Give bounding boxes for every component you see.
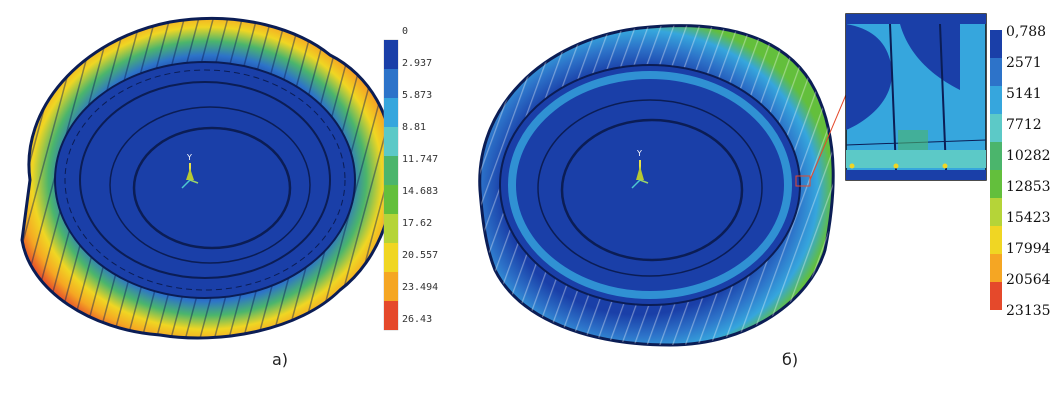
- legend-a-swatch: [384, 301, 398, 330]
- legend-b-label: 17994: [1006, 241, 1051, 257]
- caption-a: a): [272, 350, 289, 369]
- legend-b-swatch: [990, 58, 1002, 86]
- legend-a-label: 26.43: [402, 314, 432, 325]
- legend-b-swatch: [990, 254, 1002, 282]
- legend-a-swatch: [384, 243, 398, 272]
- legend-a-label: 2.937: [402, 58, 432, 69]
- inner-disc: [54, 61, 356, 299]
- legend-a-label: 14.683: [402, 186, 438, 197]
- legend-b-label: 5141: [1006, 86, 1042, 102]
- legend-b-swatch: [990, 170, 1002, 198]
- legend-b-swatch: [990, 226, 1002, 254]
- caption-b: б): [782, 350, 799, 369]
- legend-b-swatch: [990, 86, 1002, 114]
- legend-a-swatch: [384, 69, 398, 98]
- legend-a-label: 23.494: [402, 282, 438, 293]
- legend-a-swatch: [384, 98, 398, 127]
- legend-a-swatch: [384, 214, 398, 243]
- figure-a: Y 0 2.937 5.873 8.81 11.747 14.683 17.62…: [0, 0, 520, 397]
- inner-disc: [499, 64, 801, 306]
- legend-a-swatch: [384, 185, 398, 214]
- figure-b: Y: [440, 0, 1061, 397]
- figure-b-plot: Y: [478, 13, 1051, 347]
- legend-a-label: 11.747: [402, 154, 438, 165]
- legend-a-label: 8.81: [402, 122, 426, 133]
- legend-b-swatch: [990, 142, 1002, 170]
- legend-a-label: 5.873: [402, 90, 432, 101]
- legend-b-label: 2571: [1006, 55, 1042, 71]
- legend-b: 0,788 2571 5141 7712 10282 12853 15423 1…: [990, 24, 1051, 319]
- legend-b-label: 12853: [1006, 179, 1051, 195]
- legend-b-label: 7712: [1006, 117, 1042, 133]
- legend-b-label: 0,788: [1006, 24, 1046, 40]
- coordinate-triad-icon: Y: [181, 153, 199, 189]
- legend-a-swatch: [384, 127, 398, 156]
- legend-a-swatch: [384, 272, 398, 301]
- coordinate-triad-icon: Y: [631, 149, 649, 189]
- legend-a-swatch: [384, 156, 398, 185]
- axis-label-y: Y: [186, 153, 192, 162]
- legend-b-swatch: [990, 198, 1002, 226]
- legend-a-label: 20.557: [402, 250, 438, 261]
- legend-b-label: 20564: [1006, 272, 1051, 288]
- legend-a-label: 0: [402, 26, 408, 37]
- legend-a: 0 2.937 5.873 8.81 11.747 14.683 17.62 2…: [383, 26, 438, 331]
- legend-a-label: 17.62: [402, 218, 432, 229]
- axis-label-y: Y: [636, 149, 642, 158]
- legend-b-label: 23135: [1006, 303, 1051, 319]
- legend-b-label: 10282: [1006, 148, 1051, 164]
- legend-b-label: 15423: [1006, 210, 1051, 226]
- figure-a-plot: Y 0 2.937 5.873 8.81 11.747 14.683 17.62…: [20, 16, 438, 340]
- legend-b-swatch: [990, 114, 1002, 142]
- legend-a-swatch: [384, 40, 398, 69]
- zoom-inset: [845, 13, 987, 181]
- legend-b-swatch: [990, 30, 1002, 58]
- legend-b-swatch: [990, 282, 1002, 310]
- zoom-callout-icon: [795, 89, 849, 187]
